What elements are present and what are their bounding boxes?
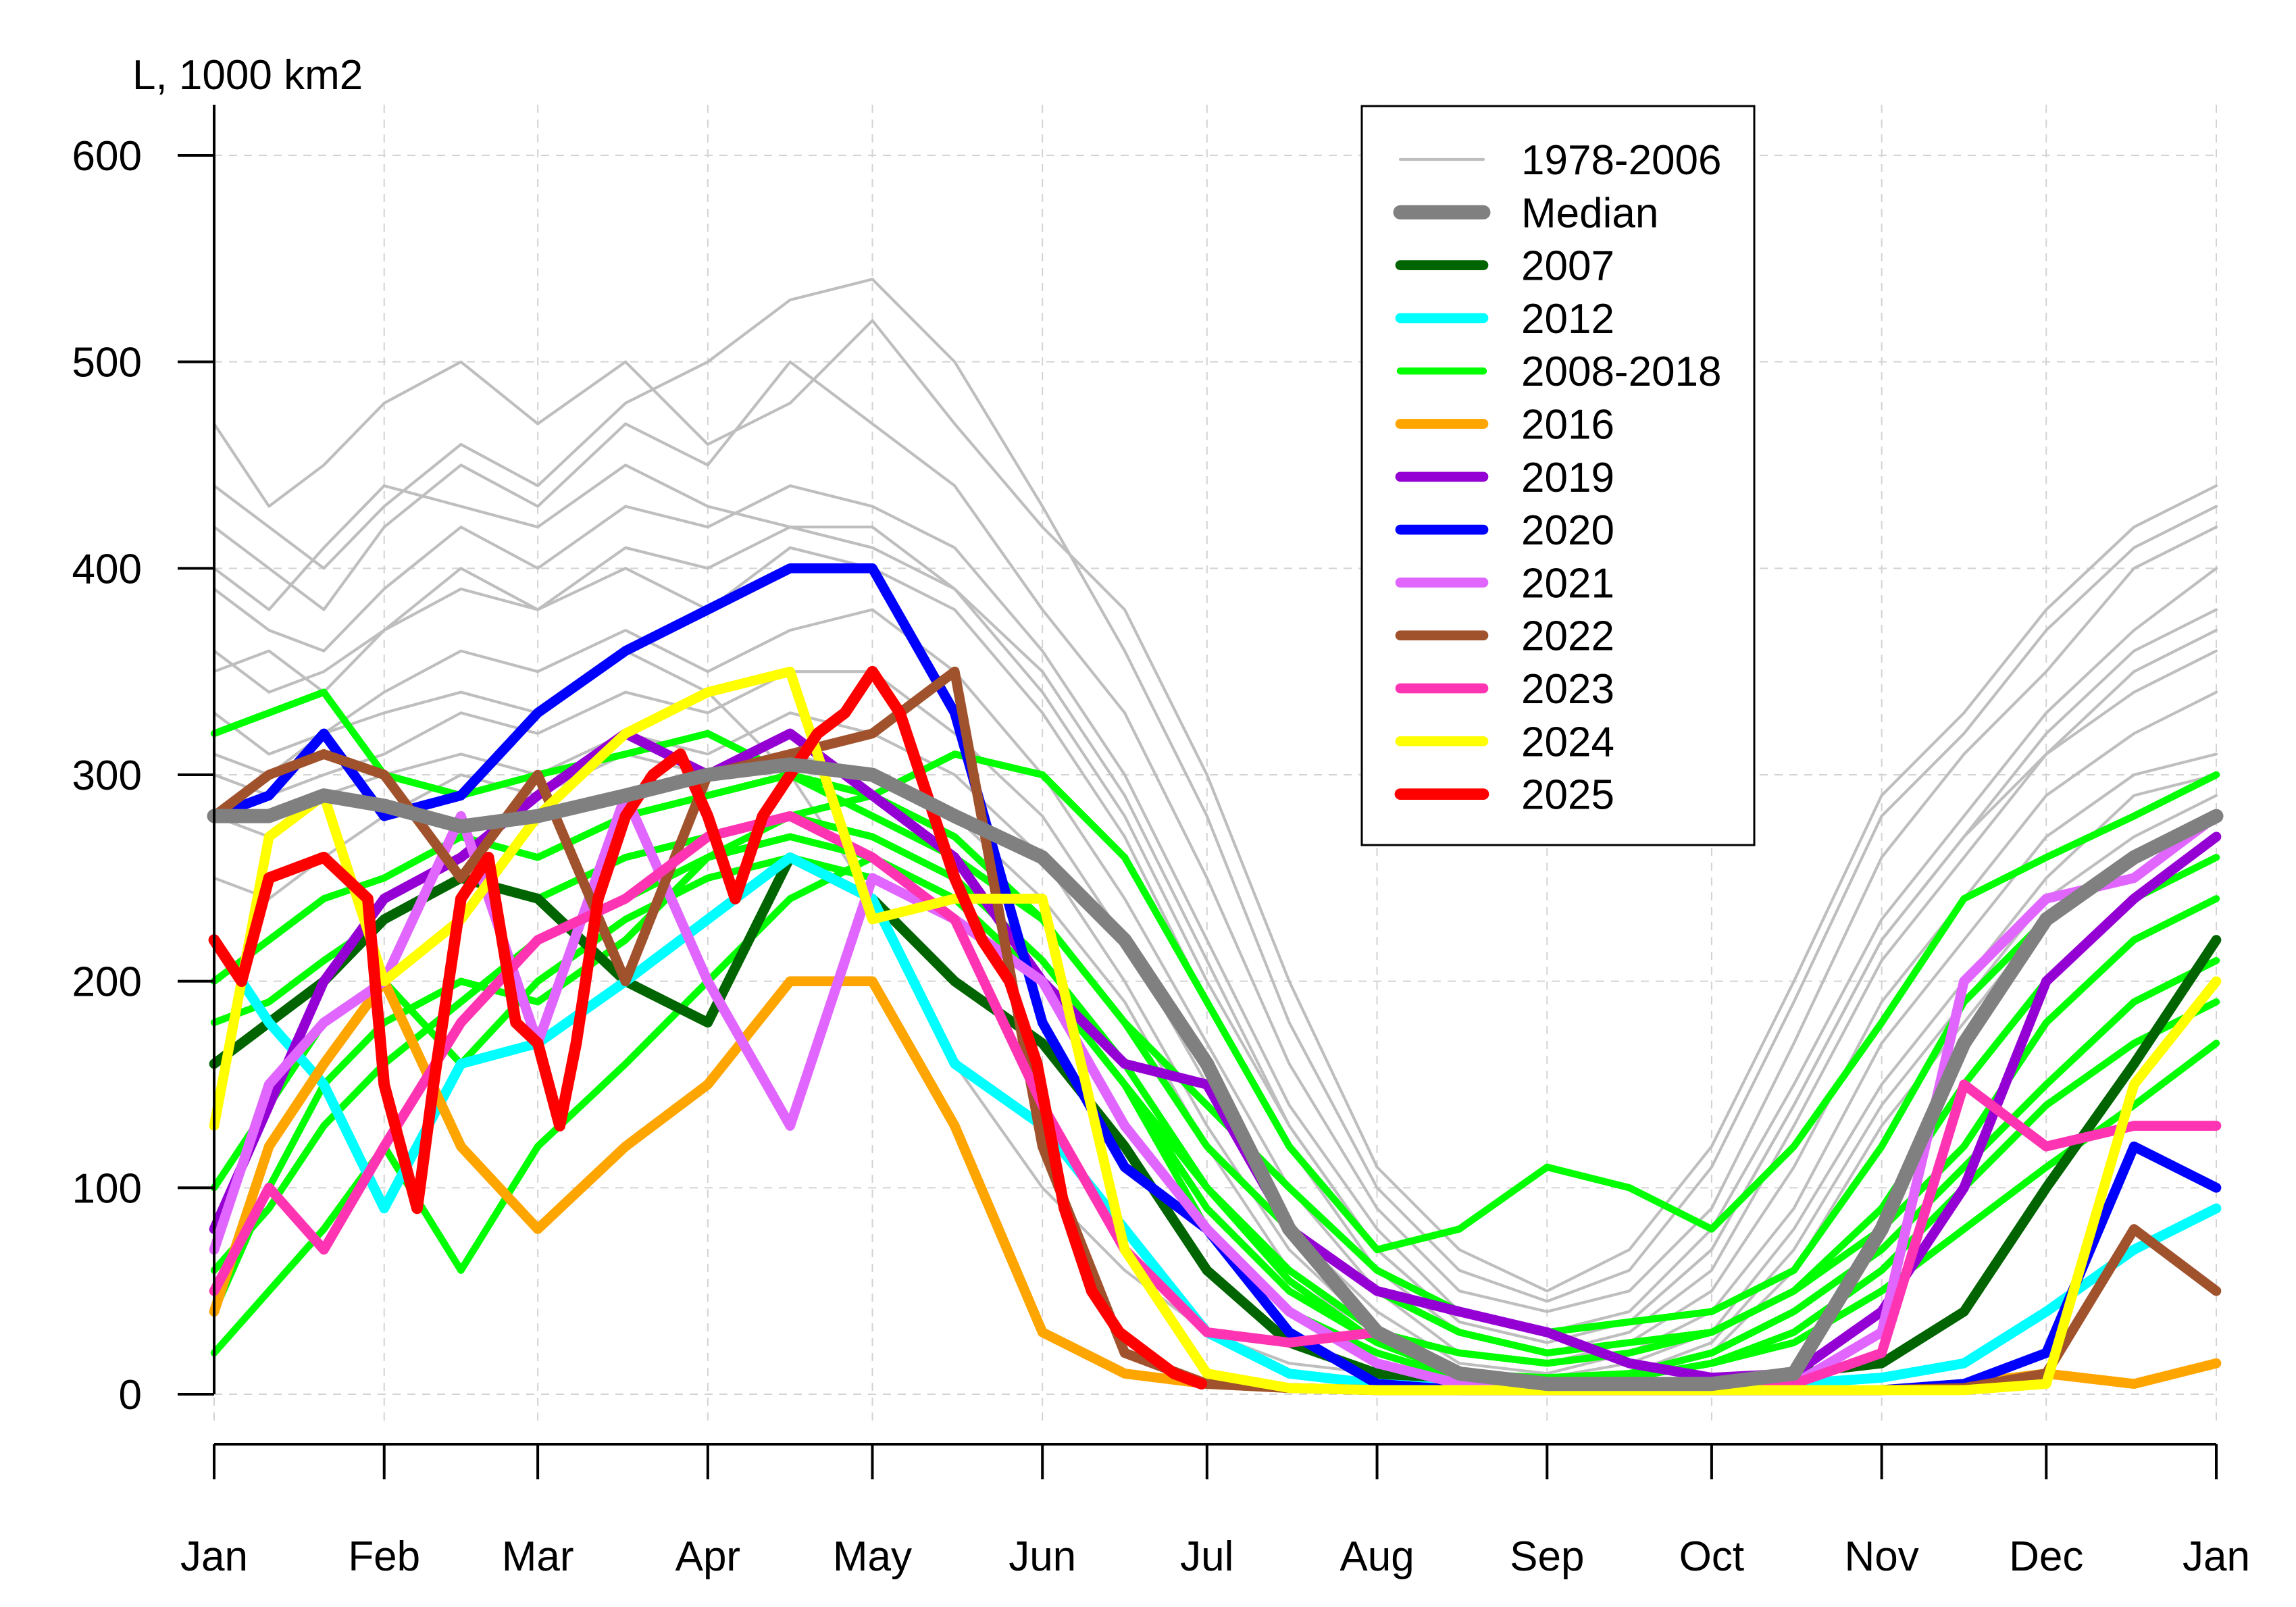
legend-item: 2007 <box>1395 243 1614 290</box>
legend-label: Median <box>1521 190 1658 236</box>
legend-item: 2020 <box>1395 507 1614 554</box>
legend-item: 2023 <box>1395 666 1614 713</box>
legend-label: 2016 <box>1521 402 1614 449</box>
series-2008-2018 <box>210 688 2220 1387</box>
series-line <box>212 608 2218 1365</box>
legend-label: 2008-2018 <box>1521 349 1722 395</box>
legend-item: 2024 <box>1395 719 1614 765</box>
legend-label: 1978-2006 <box>1521 137 1722 184</box>
legend-item: 1978-2006 <box>1398 137 1722 184</box>
legend-label: 2021 <box>1521 560 1614 607</box>
series-line <box>212 278 2218 1303</box>
legend-item: 2019 <box>1395 455 1614 501</box>
legend-label: 2007 <box>1521 243 1614 290</box>
x-tick-label: May <box>833 1533 912 1580</box>
series-line <box>210 688 2220 1254</box>
series-line <box>207 757 2224 1392</box>
legend-label: 2022 <box>1521 613 1614 660</box>
legend-label: 2023 <box>1521 666 1614 713</box>
series-line <box>212 711 2218 1379</box>
legend-item: 2025 <box>1394 772 1614 819</box>
series-line <box>208 665 1208 1390</box>
series-2025 <box>208 665 1208 1390</box>
series-line <box>212 360 2218 1313</box>
legend-label: 2019 <box>1521 455 1614 501</box>
y-axis-label: L, 1000 km2 <box>132 52 363 99</box>
x-tick-label: Jul <box>1180 1533 1233 1580</box>
x-tick-label: Nov <box>1845 1533 1919 1580</box>
legend-label: 2012 <box>1521 296 1614 342</box>
series-line <box>212 319 2218 1293</box>
legend: 1978-2006 Median 2007 2012 2008-2018 2016 2019… <box>1360 105 1756 846</box>
x-tick-label: Sep <box>1510 1533 1584 1580</box>
series-line <box>212 484 2218 1334</box>
series-line <box>210 792 2220 1336</box>
legend-item: Median <box>1393 190 1658 236</box>
series-line <box>209 811 2222 1394</box>
y-tick-label: 500 <box>72 340 142 386</box>
ticks: 0 100 200 300 400 500 600 Jan Feb Mar Apr May Jun Jul… <box>72 133 2250 1580</box>
series-1978-2006 <box>212 278 2218 1385</box>
x-tick-label: Feb <box>348 1533 420 1580</box>
legend-item: 2021 <box>1395 560 1614 607</box>
legend-item: 2012 <box>1395 296 1614 342</box>
x-tick-label: Jun <box>1009 1533 1076 1580</box>
x-tick-label: Mar <box>502 1533 574 1580</box>
x-tick-label: Jan <box>2183 1533 2250 1580</box>
y-tick-label: 200 <box>72 959 142 1006</box>
series-line <box>210 833 2220 1387</box>
x-tick-label: Oct <box>1679 1533 1744 1580</box>
x-tick-label: Dec <box>2009 1533 2083 1580</box>
series-2012 <box>209 852 2222 1396</box>
series-2023 <box>209 811 2222 1394</box>
y-tick-label: 0 <box>119 1372 142 1419</box>
legend-item: 2016 <box>1395 402 1614 449</box>
series-line <box>212 546 2218 1354</box>
y-tick-label: 400 <box>72 546 142 592</box>
legend-label: 2024 <box>1521 719 1614 765</box>
series-line <box>210 854 2220 1367</box>
series-line <box>212 526 2218 1344</box>
y-tick-label: 600 <box>72 133 142 180</box>
series-Median <box>207 757 2224 1392</box>
series-line <box>212 649 2218 1385</box>
legend-item: 2022 <box>1395 613 1614 660</box>
x-tick-label: Aug <box>1340 1533 1414 1580</box>
y-tick-label: 300 <box>72 753 142 799</box>
series-lines <box>207 278 2224 1396</box>
legend-label: 2020 <box>1521 507 1614 554</box>
series-2024 <box>209 666 2222 1396</box>
x-tick-label: Apr <box>675 1533 740 1580</box>
series-line <box>209 666 2222 1396</box>
legend-item: 2008-2018 <box>1396 349 1722 395</box>
series-line <box>209 852 2222 1396</box>
legend-label: 2025 <box>1521 772 1614 819</box>
y-tick-label: 100 <box>72 1165 142 1212</box>
x-tick-label: Jan <box>180 1533 248 1580</box>
